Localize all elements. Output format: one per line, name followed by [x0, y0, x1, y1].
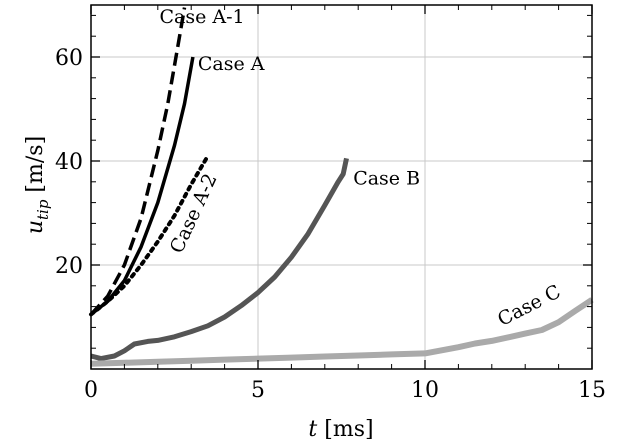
x-tick-label: 10: [411, 378, 439, 403]
y-tick-label: 40: [55, 150, 83, 175]
y-axis-unit: [m/s]: [23, 136, 48, 200]
axis-ticks: 0 5 10 15 20 40 60: [55, 5, 606, 403]
series-line-case-b: [90, 157, 349, 362]
series-line-case-c: [90, 297, 594, 367]
y-axis-symbol: u: [23, 220, 48, 234]
x-tick-label: 15: [578, 378, 606, 403]
series-line-case-a-2: [89, 153, 210, 317]
series-line-case-a-1: [89, 7, 187, 316]
y-tick-label: 60: [55, 46, 83, 71]
y-axis-subscript: tip: [34, 199, 52, 220]
x-axis-symbol: t: [308, 417, 317, 442]
x-axis-unit: [ms]: [317, 417, 373, 442]
annotation-case-a: Case A: [198, 53, 265, 75]
x-axis-label: t [ms]: [308, 417, 373, 442]
series-line-case-a: [89, 56, 195, 316]
annotation-case-b: Case B: [353, 167, 420, 189]
y-axis-label: utip [m/s]: [23, 136, 52, 234]
annotation-case-a-1: Case A-1: [159, 6, 244, 28]
series-layer: [89, 7, 594, 367]
y-tick-label: 20: [55, 254, 83, 279]
x-tick-label: 0: [84, 378, 98, 403]
plot-frame: [90, 4, 593, 370]
x-tick-label: 5: [251, 378, 265, 403]
